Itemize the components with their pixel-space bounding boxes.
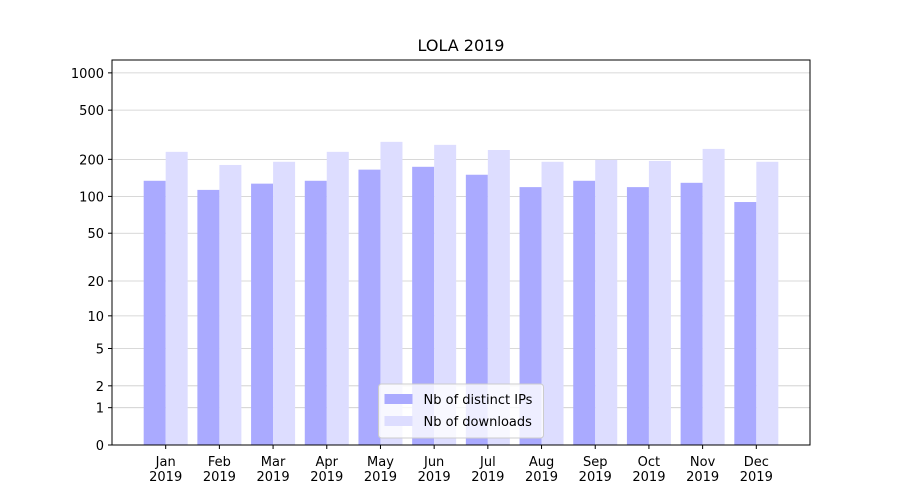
x-tick-label: Sep 2019 <box>579 455 612 485</box>
y-tick-label: 500 <box>79 104 104 119</box>
bar <box>273 161 296 445</box>
bar <box>702 148 725 445</box>
bar <box>595 159 618 445</box>
bar <box>487 150 510 445</box>
x-tick-label: May 2019 <box>364 455 397 485</box>
y-tick-label: 2 <box>96 380 104 395</box>
bar <box>219 164 242 445</box>
y-tick-label: 1000 <box>71 67 104 82</box>
bar <box>197 189 220 445</box>
y-tick-label: 5 <box>96 342 104 357</box>
legend-swatch <box>384 416 413 426</box>
y-tick-label: 10 <box>87 310 104 325</box>
y-tick-label: 200 <box>79 153 104 168</box>
bar <box>434 144 457 446</box>
bar <box>251 183 274 445</box>
x-tick-label: Jan 2019 <box>149 455 182 485</box>
chart-title: LOLA 2019 <box>418 36 505 55</box>
bar <box>465 174 488 445</box>
y-tick-label: 0 <box>96 439 104 454</box>
bar <box>326 151 349 445</box>
x-tick-label: Dec 2019 <box>740 455 773 485</box>
x-tick-label: Nov 2019 <box>686 455 719 485</box>
bar <box>573 180 596 445</box>
bar <box>412 166 435 445</box>
y-tick-label: 1 <box>96 402 104 417</box>
x-tick-label: Apr 2019 <box>310 455 343 485</box>
y-tick-label: 100 <box>79 190 104 205</box>
x-tick-label: Jun 2019 <box>418 455 451 485</box>
plot-frame <box>111 59 811 446</box>
bar <box>680 182 703 445</box>
bar <box>165 151 188 445</box>
legend-label: Nb of distinct IPs <box>424 393 533 408</box>
bar <box>143 180 166 445</box>
legend-label: Nb of downloads <box>424 415 533 430</box>
x-tick-label: Mar 2019 <box>257 455 290 485</box>
bar <box>304 180 327 445</box>
y-tick-label: 50 <box>87 227 104 242</box>
x-tick-label: Aug 2019 <box>525 455 558 485</box>
bar <box>648 160 671 446</box>
bar <box>358 169 381 445</box>
bar <box>734 202 757 445</box>
x-tick-label: Jul 2019 <box>471 455 504 485</box>
bar <box>756 161 779 445</box>
bar <box>519 187 542 445</box>
bar <box>626 187 649 445</box>
x-tick-label: Oct 2019 <box>632 455 665 485</box>
x-tick-label: Feb 2019 <box>203 455 236 485</box>
bar <box>380 141 403 445</box>
legend: Nb of distinct IPs Nb of downloads <box>378 383 544 439</box>
legend-swatch <box>384 394 413 404</box>
y-tick-label: 20 <box>87 275 104 290</box>
legend-frame <box>378 383 544 439</box>
bar <box>541 161 564 445</box>
